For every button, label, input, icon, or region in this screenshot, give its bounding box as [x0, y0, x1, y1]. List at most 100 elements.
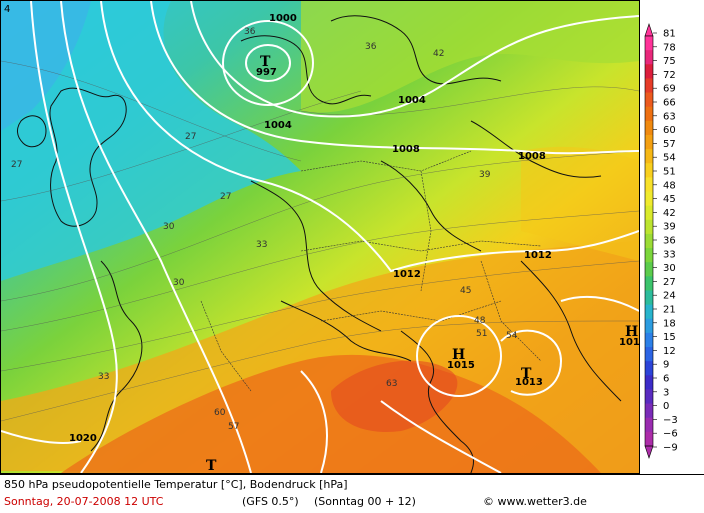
east-warm-region: [521, 146, 639, 261]
weather-map: 4 1000 997 1004 1004 1008 1008 1012 1012…: [0, 0, 640, 474]
legend-swatch: [645, 134, 653, 150]
legend-arrow-down: [644, 445, 654, 459]
low-pressure-symbol: T: [206, 458, 217, 473]
legend-value: 54: [663, 153, 676, 164]
legend-value: 6: [663, 374, 669, 385]
temperature-label: 54: [506, 331, 518, 341]
legend-value: 60: [663, 125, 676, 136]
legend-swatch: [645, 389, 653, 405]
temperature-label: 63: [386, 379, 397, 389]
legend-value: 0: [663, 401, 669, 412]
corner-label: 4: [4, 4, 10, 15]
temperature-label: 36: [244, 27, 256, 37]
legend-value: 39: [663, 222, 676, 233]
temperature-label: 39: [479, 170, 491, 180]
pressure-label: 1004: [398, 95, 426, 106]
temperature-label: 45: [460, 286, 471, 296]
low-pressure-symbol: T: [521, 366, 532, 382]
legend-frame: [644, 35, 654, 447]
legend-value: 18: [663, 318, 676, 329]
legend-swatch: [645, 149, 653, 164]
temperature-label: 51: [476, 329, 487, 339]
legend-value: 72: [663, 70, 676, 81]
legend-canvas: 8178757269666360575451484542393633302724…: [644, 23, 678, 459]
legend-swatch: [645, 417, 653, 433]
legend-value: 27: [663, 277, 676, 288]
valid-datetime: Sonntag, 20-07-2008 12 UTC: [4, 495, 164, 508]
legend-swatch: [645, 36, 653, 51]
legend-value: 21: [663, 305, 676, 316]
pressure-label: 1020: [69, 433, 97, 444]
high-pressure-symbol: H: [452, 347, 465, 363]
legend-value: 69: [663, 84, 676, 95]
temperature-label: 36: [365, 42, 377, 52]
product-title: 850 hPa pseudopotentielle Temperatur [°C…: [4, 478, 348, 491]
legend-swatch: [645, 205, 653, 221]
temperature-label: 33: [256, 240, 267, 250]
legend-swatch: [645, 332, 653, 348]
legend-swatch: [645, 120, 653, 136]
legend-swatch: [645, 290, 653, 306]
legend-swatch: [645, 375, 653, 390]
run-label: (Sonntag 00 + 12): [314, 495, 416, 508]
legend-swatch: [645, 50, 653, 65]
country-borders: [200, 150, 542, 392]
pressure-systems: T H T H T: [206, 54, 638, 473]
legend-swatch: [645, 304, 653, 320]
legend-swatch: [645, 191, 653, 207]
copyright-link[interactable]: © www.wetter3.de: [483, 495, 587, 508]
legend-value: 3: [663, 387, 669, 398]
legend-value: 45: [663, 194, 676, 205]
high-pressure-symbol: H: [625, 324, 638, 340]
legend-swatch: [645, 361, 653, 376]
legend-value: −9: [663, 443, 678, 454]
legend-swatch: [645, 78, 653, 94]
legend-swatch: [645, 233, 653, 249]
legend-swatch: [645, 318, 653, 334]
model-label: (GFS 0.5°): [242, 495, 299, 508]
coastlines: [17, 15, 622, 473]
legend-value: 57: [663, 139, 676, 150]
legend-value: 66: [663, 98, 676, 109]
legend-value: 33: [663, 249, 676, 260]
pressure-label: 1004: [264, 120, 292, 131]
temperature-label: 48: [474, 316, 486, 326]
hot-core-region: [331, 360, 458, 432]
cool-air-region: [1, 1, 91, 131]
legend-swatch: [645, 347, 653, 362]
pressure-label: 1012: [393, 269, 421, 280]
footer: 850 hPa pseudopotentielle Temperatur [°C…: [0, 474, 704, 513]
pressure-label: 1000: [269, 13, 297, 24]
legend-value: 12: [663, 346, 676, 357]
hot-air-region: [61, 354, 601, 473]
pressure-label: 1015: [447, 360, 475, 371]
temperature-labels: 36 33 30 27 27 27 30 33 36 39 42 45 48 5…: [11, 27, 518, 432]
legend-value: 51: [663, 167, 676, 178]
pressure-label: 1008: [392, 144, 420, 155]
legend-swatch: [645, 92, 653, 108]
pressure-label: 1008: [518, 151, 546, 162]
temperature-label: 57: [228, 422, 239, 432]
temperature-label: 30: [163, 222, 175, 232]
legend-swatch: [645, 163, 653, 178]
legend-arrow-up: [644, 23, 654, 37]
legend-value: 48: [663, 180, 676, 191]
legend-swatch: [645, 248, 653, 263]
legend-value: 75: [663, 56, 676, 67]
legend-value: 30: [663, 263, 676, 274]
temperature-label: 33: [98, 372, 109, 382]
temperature-label: 27: [185, 132, 196, 142]
legend-swatch: [645, 276, 653, 291]
legend-value: −3: [663, 415, 678, 426]
temperature-label: 27: [11, 160, 22, 170]
legend-swatch: [645, 403, 653, 419]
legend-swatch: [645, 219, 653, 235]
legend-value: 81: [663, 29, 676, 40]
legend-value: 15: [663, 332, 676, 343]
legend-value: 36: [663, 236, 676, 247]
temperature-label: 27: [220, 192, 231, 202]
map-canvas: 4 1000 997 1004 1004 1008 1008 1012 1012…: [1, 1, 639, 473]
legend-swatch: [645, 177, 653, 193]
pressure-label: 997: [256, 67, 277, 78]
pressure-label: 1013: [515, 377, 543, 388]
